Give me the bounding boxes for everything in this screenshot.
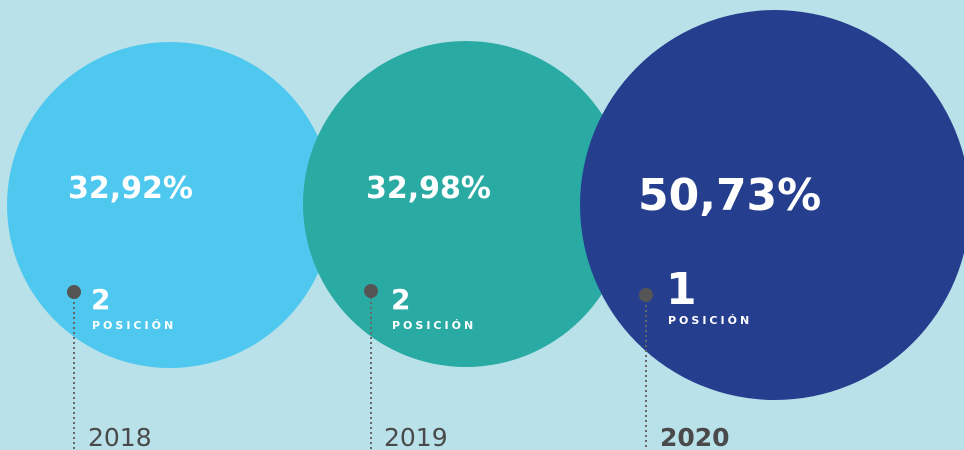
year: 2020 — [660, 423, 730, 450]
rank-label: POSICIÓN — [92, 319, 176, 332]
rank: 2 — [391, 283, 410, 316]
circle-2020 — [580, 10, 964, 400]
marker-dot — [67, 285, 81, 299]
percentage: 32,98% — [366, 171, 491, 206]
marker-dot — [639, 288, 653, 302]
percentage: 50,73% — [638, 170, 821, 221]
percentage: 32,92% — [68, 171, 193, 206]
rank-label: POSICIÓN — [392, 319, 476, 332]
year: 2019 — [384, 423, 448, 450]
rank: 1 — [666, 264, 697, 315]
marker-dot — [364, 284, 378, 298]
rank: 2 — [91, 283, 110, 316]
year: 2018 — [88, 423, 152, 450]
circle-2018 — [7, 42, 333, 368]
circle-2019 — [303, 41, 629, 367]
rank-label: POSICIÓN — [668, 314, 752, 327]
